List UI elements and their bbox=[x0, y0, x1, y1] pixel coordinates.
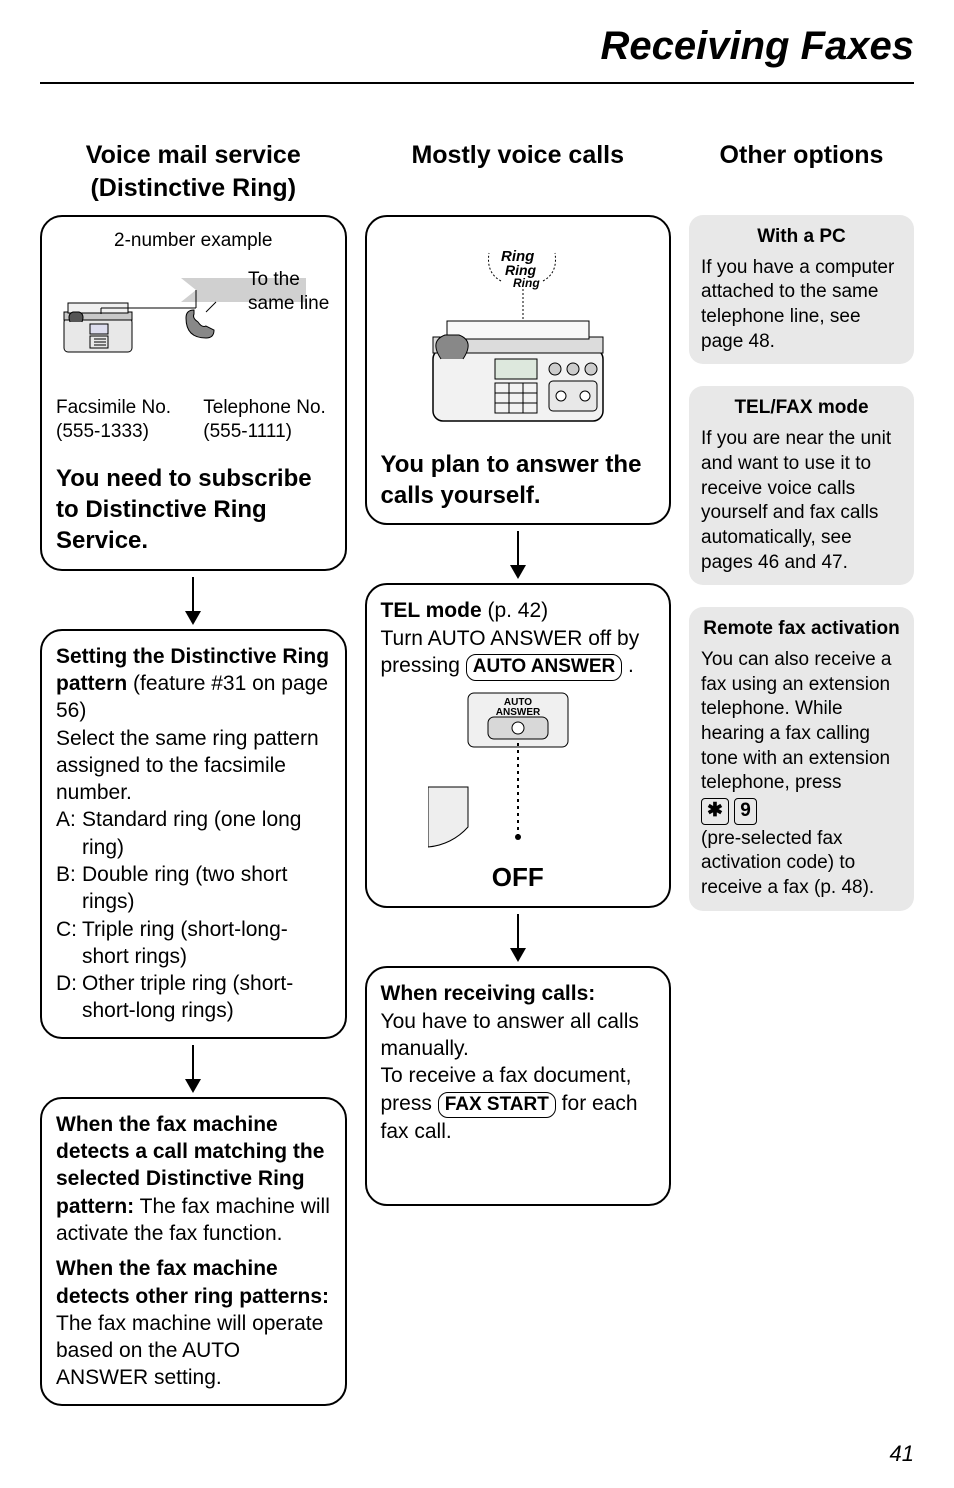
telfax-title: TEL/FAX mode bbox=[701, 396, 902, 421]
ringing-fax-illustration: Ring Ring Ring bbox=[393, 229, 643, 439]
tel-mode-ref: (p. 42) bbox=[482, 599, 549, 622]
a-text: Standard ring (one long ring) bbox=[82, 806, 331, 861]
col-mostly-voice: Mostly voice calls Ring Ring Ring bbox=[365, 139, 672, 1410]
box-voice-intro: Ring Ring Ring bbox=[365, 215, 672, 525]
pc-title: With a PC bbox=[701, 225, 902, 250]
dr-setting-desc: Select the same ring pattern assigned to… bbox=[56, 725, 331, 807]
b-text: Double ring (two short rings) bbox=[82, 861, 331, 916]
sidebar-pc: With a PC If you have a computer attache… bbox=[689, 215, 914, 364]
sidebar-remote: Remote fax activation You can also recei… bbox=[689, 607, 914, 911]
fax-no-value: (555-1333) bbox=[56, 420, 183, 445]
arrow-1 bbox=[40, 575, 347, 629]
arrow-4 bbox=[365, 912, 672, 966]
remote-post: (pre-selected fax activation code) to re… bbox=[701, 827, 902, 901]
columns-wrapper: Voice mail service (Distinctive Ring) 2-… bbox=[40, 139, 914, 1410]
page-title: Receiving Faxes bbox=[40, 20, 914, 84]
d-key: D: bbox=[56, 970, 82, 1025]
key-star: ✱ bbox=[701, 798, 729, 825]
two-num-caption: 2-number example bbox=[56, 229, 331, 254]
d-text: Other triple ring (short-short-long ring… bbox=[82, 970, 331, 1025]
col1-heading: Voice mail service (Distinctive Ring) bbox=[40, 139, 347, 205]
tel-mode-post: . bbox=[622, 654, 634, 677]
auto-answer-panel-svg: AUTO ANSWER bbox=[428, 687, 608, 857]
col3-heading: Other options bbox=[689, 139, 914, 205]
remote-pre: You can also receive a fax using an exte… bbox=[701, 648, 902, 796]
col-other-options: Other options With a PC If you have a co… bbox=[689, 139, 914, 1410]
box-dr-behavior: When the fax machine detects a call matc… bbox=[40, 1097, 347, 1406]
box-dr-setting: Setting the Distinctive Ring pattern (fe… bbox=[40, 629, 347, 1039]
pc-body: If you have a computer attached to the s… bbox=[701, 256, 902, 355]
answer-label: ANSWER bbox=[496, 707, 541, 718]
off-label: OFF bbox=[381, 861, 656, 895]
sidebar-telfax: TEL/FAX mode If you are near the unit an… bbox=[689, 386, 914, 585]
remote-title: Remote fax activation bbox=[701, 617, 902, 642]
col2-heading: Mostly voice calls bbox=[365, 139, 672, 205]
ring-3: Ring bbox=[513, 276, 540, 290]
dr-other-bold: When the fax machine detects other ring … bbox=[56, 1257, 329, 1307]
two-number-example: 2-number example bbox=[56, 229, 331, 445]
auto-answer-button: AUTO ANSWER bbox=[466, 654, 623, 681]
b-key: B: bbox=[56, 861, 82, 916]
key-9: 9 bbox=[734, 798, 757, 825]
page-number: 41 bbox=[40, 1440, 914, 1469]
to-same-line-label: To the same line bbox=[248, 268, 331, 317]
arrow-3 bbox=[365, 529, 672, 583]
box-receiving-calls: When receiving calls: You have to answer… bbox=[365, 966, 672, 1206]
dr-other-rest: The fax machine will operate based on th… bbox=[56, 1312, 323, 1390]
dr-subscribe-instruction: You need to subscribe to Distinctive Rin… bbox=[56, 463, 331, 557]
c-text: Triple ring (short-long-short rings) bbox=[82, 916, 331, 971]
fax-start-button: FAX START bbox=[438, 1092, 556, 1119]
arrow-2 bbox=[40, 1043, 347, 1097]
c-key: C: bbox=[56, 916, 82, 971]
recv-title: When receiving calls: bbox=[381, 980, 656, 1007]
col-distinctive-ring: Voice mail service (Distinctive Ring) 2-… bbox=[40, 139, 347, 1410]
ring-pattern-list: A:Standard ring (one long ring) B:Double… bbox=[56, 806, 331, 1024]
tel-mode-title: TEL mode bbox=[381, 599, 482, 622]
recv-line1: You have to answer all calls manually. bbox=[381, 1008, 656, 1063]
telfax-body: If you are near the unit and want to use… bbox=[701, 427, 902, 575]
box-tel-mode: TEL mode (p. 42) Turn AUTO ANSWER off by… bbox=[365, 583, 672, 908]
box-dr-intro: 2-number example bbox=[40, 215, 347, 571]
voice-answer-instruction: You plan to answer the calls yourself. bbox=[381, 449, 656, 511]
a-key: A: bbox=[56, 806, 82, 861]
tel-no-value: (555-1111) bbox=[203, 420, 330, 445]
